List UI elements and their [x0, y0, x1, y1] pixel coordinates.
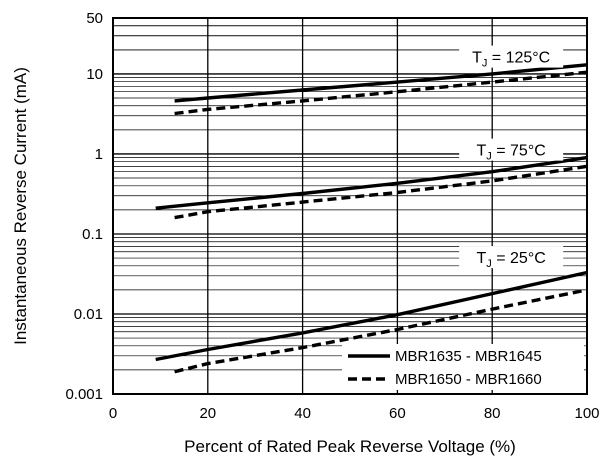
y-tick-label: 0.001	[65, 386, 103, 403]
x-tick-label: 20	[199, 405, 216, 422]
series-line-mbr1650-mbr1660	[174, 164, 588, 220]
annotation-box	[459, 138, 564, 161]
temperature-label: TJ = 125°C	[472, 50, 550, 70]
legend-label: MBR1635 - MBR1645	[395, 348, 542, 365]
tick-labels: 0 20 40 60 80 100 0.001 0.01 0.1 1 10 50	[65, 10, 599, 422]
annotation-box	[459, 45, 564, 68]
x-tick-label: 60	[389, 405, 406, 422]
series-group	[155, 63, 588, 374]
series-line-mbr1635-mbr1645	[174, 63, 588, 103]
series-line-mbr1650-mbr1660	[174, 70, 588, 116]
series-line-mbr1635-mbr1645	[155, 155, 588, 210]
temperature-label: TJ = 75°C	[477, 143, 546, 163]
x-tick-label: 0	[109, 405, 117, 422]
annotations: TJ = 125°C TJ = 75°C TJ = 25°C	[459, 45, 564, 270]
y-tick-label: 0.01	[74, 306, 103, 323]
legend-label: MBR1650 - MBR1660	[395, 371, 542, 388]
y-tick-label: 1	[95, 146, 103, 163]
temperature-label: TJ = 25°C	[477, 250, 546, 270]
y-tick-label: 50	[86, 10, 103, 27]
y-tick-label: 10	[86, 66, 103, 83]
x-tick-label: 100	[574, 405, 599, 422]
y-axis-label: Instantaneous Reverse Current (mA)	[11, 67, 30, 345]
x-tick-label: 40	[294, 405, 311, 422]
series-line-mbr1635-mbr1645	[155, 270, 588, 362]
series-line-mbr1650-mbr1660	[174, 288, 588, 374]
legend-box	[342, 344, 584, 390]
y-tick-label: 0.1	[82, 226, 103, 243]
x-tick-label: 80	[484, 405, 501, 422]
plot-frame	[112, 17, 588, 395]
annotation-box	[459, 246, 564, 269]
x-axis-label: Percent of Rated Peak Reverse Voltage (%…	[184, 437, 516, 456]
legend: MBR1635 - MBR1645 MBR1650 - MBR1660	[342, 344, 584, 390]
